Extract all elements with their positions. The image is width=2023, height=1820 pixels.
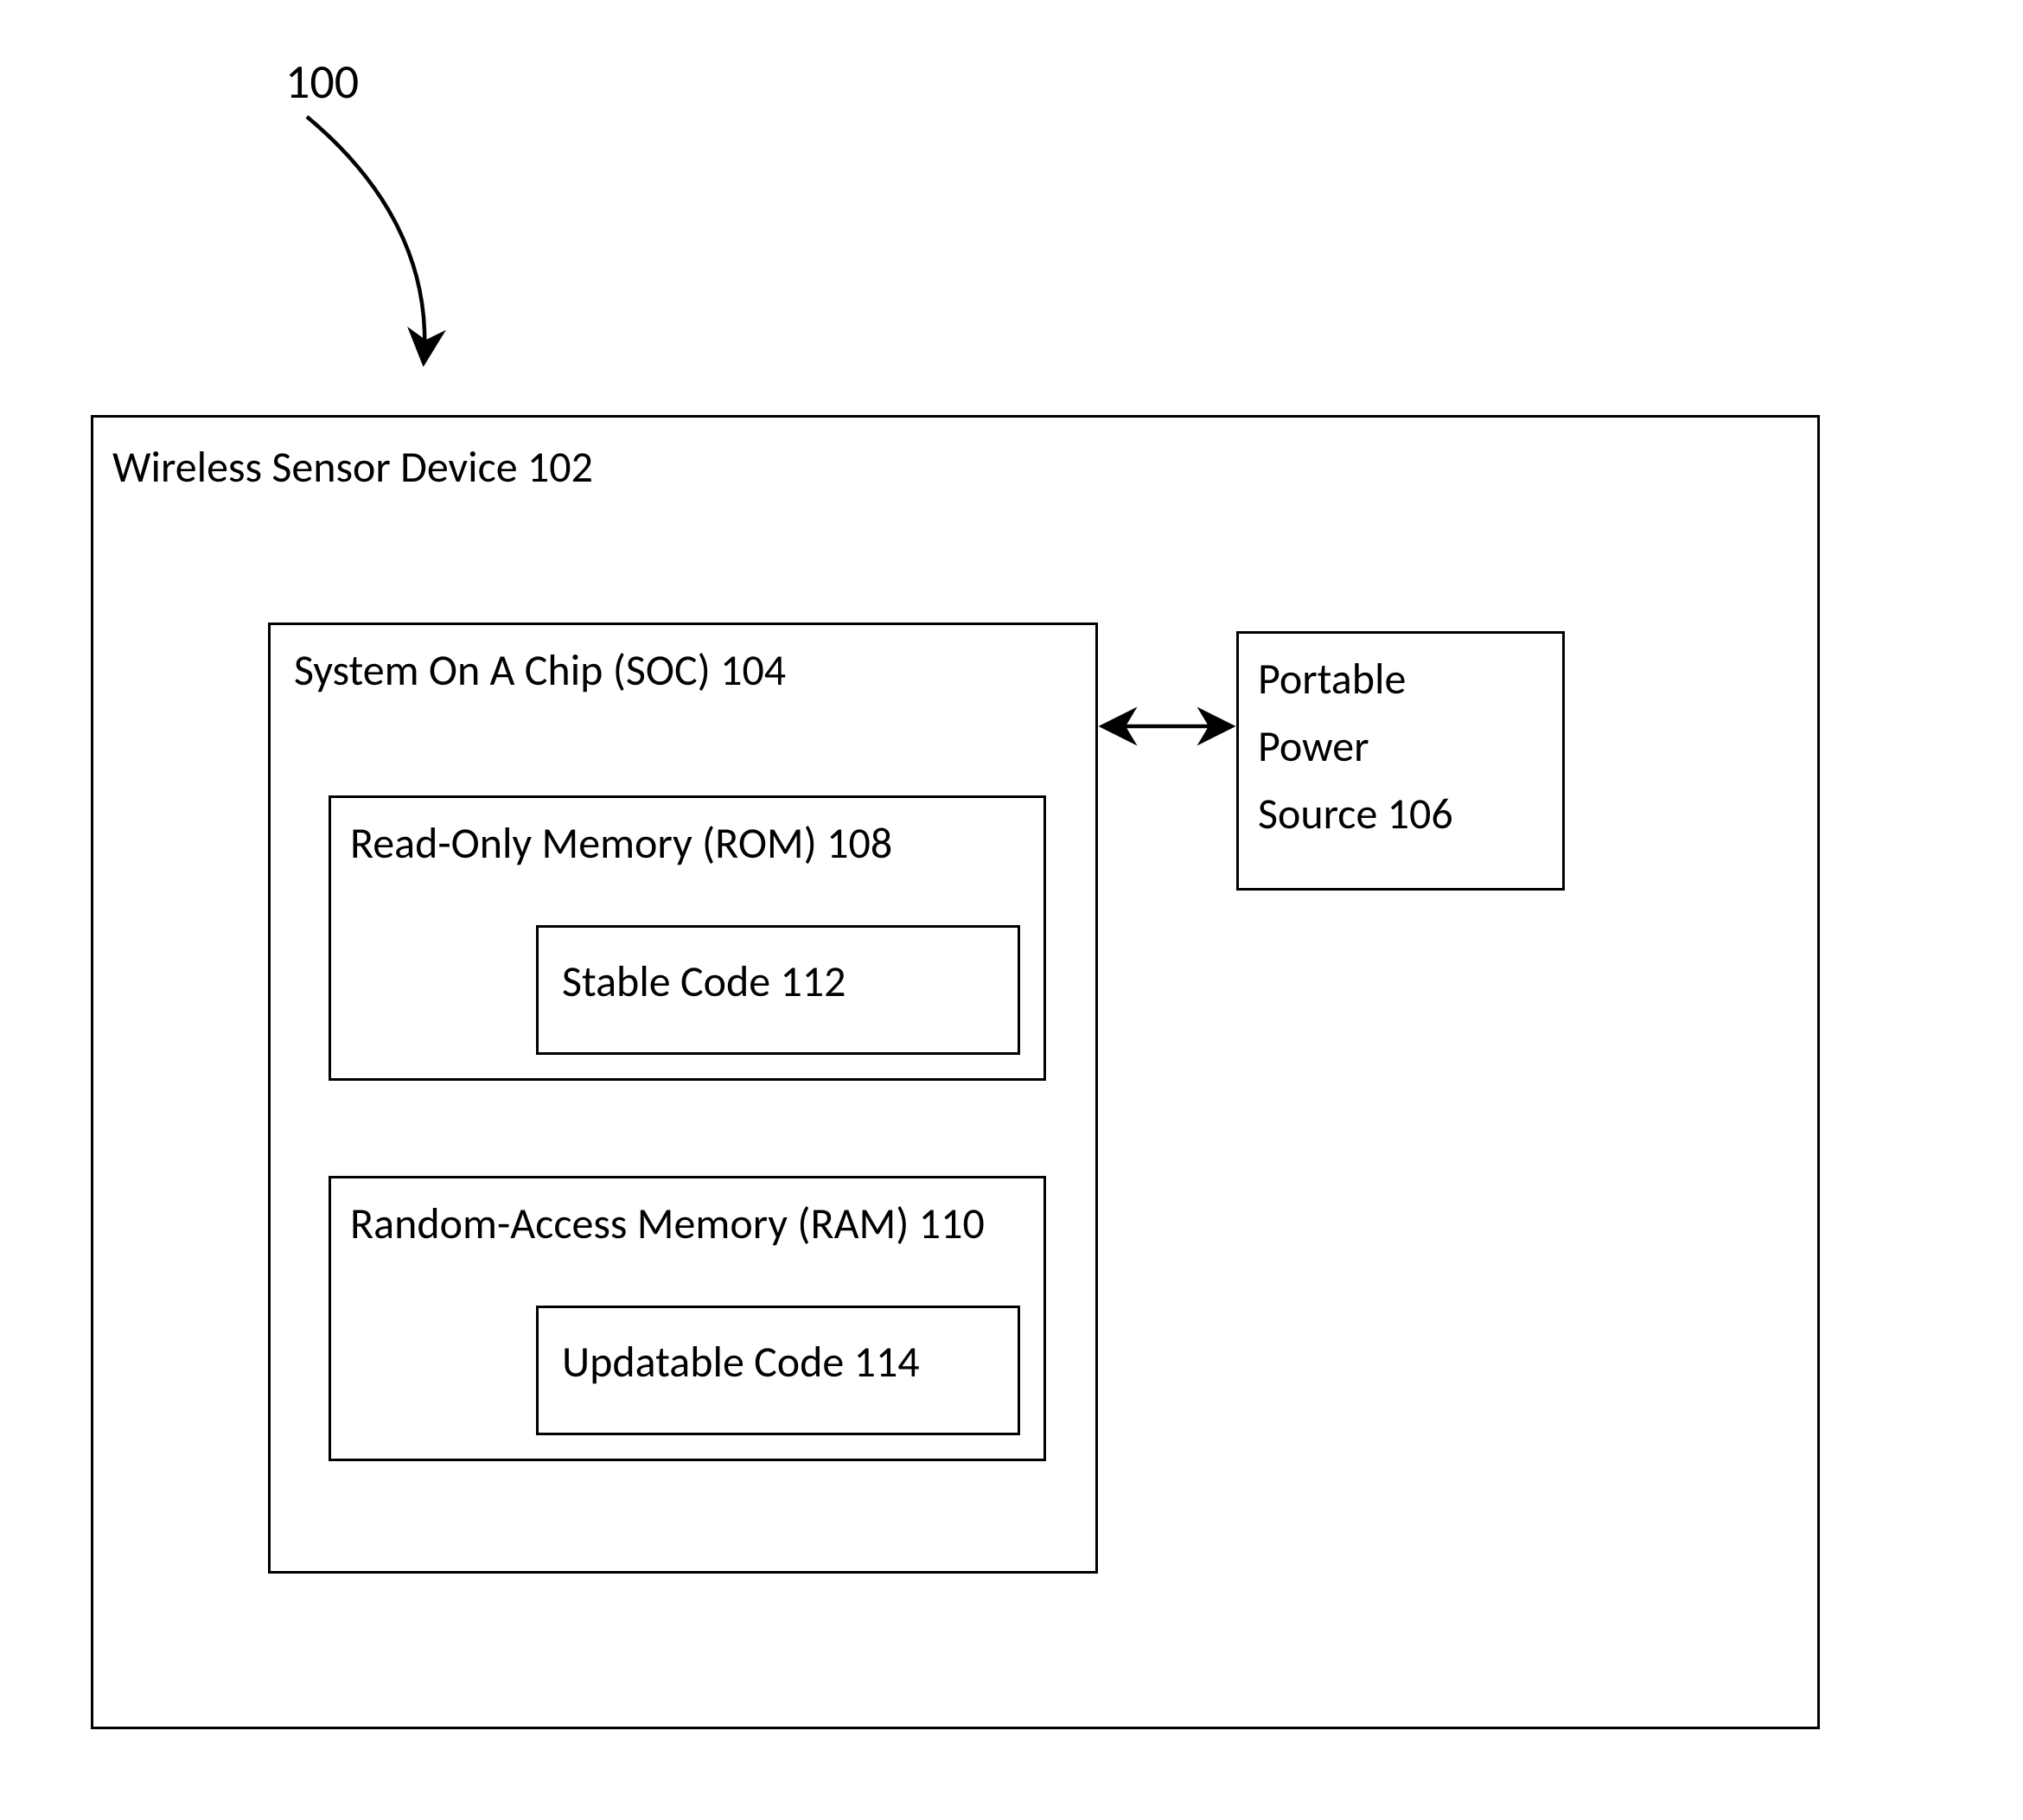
block-power-line1: Portable <box>1258 653 1406 707</box>
diagram-canvas: 100 Wireless Sensor Device 102 System On… <box>0 0 2023 1820</box>
figure-ref-label: 100 <box>285 52 359 112</box>
block-ram-label: Random-Access Memory (RAM) 110 <box>350 1197 985 1252</box>
block-stable-label: Stable Code 112 <box>562 955 846 1010</box>
pointer-arrow <box>307 117 424 363</box>
block-device-label: Wireless Sensor Device 102 <box>112 441 593 495</box>
block-rom-label: Read-Only Memory (ROM) 108 <box>350 817 892 872</box>
block-power-line3: Source 106 <box>1258 788 1453 842</box>
block-power-line2: Power <box>1258 720 1369 775</box>
block-updatable-label: Updatable Code 114 <box>562 1336 920 1390</box>
block-soc-label: System On A Chip (SOC) 104 <box>294 644 786 699</box>
